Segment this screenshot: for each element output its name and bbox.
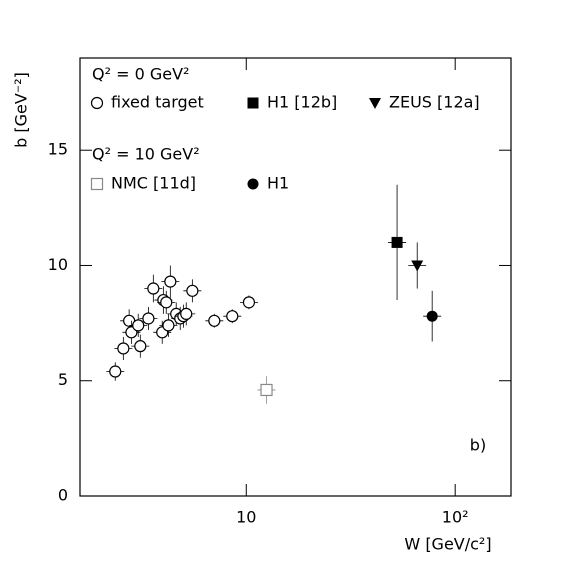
legend-title: Q² = 0 GeV² <box>92 65 189 84</box>
panel-label: b) <box>470 436 486 455</box>
legend-marker <box>247 97 259 109</box>
point <box>208 314 221 327</box>
legend-label: NMC [11d] <box>111 174 196 193</box>
y-axis-label: b [GeV⁻²] <box>12 72 31 148</box>
plot-frame <box>79 57 512 497</box>
legend-marker <box>90 96 104 110</box>
point <box>260 383 273 397</box>
point <box>226 310 239 323</box>
x-tick-label: 10² <box>442 508 469 527</box>
point <box>164 275 177 288</box>
point <box>147 282 160 295</box>
y-tick-label: 10 <box>48 255 68 274</box>
legend-label: H1 <box>267 174 289 193</box>
point <box>132 319 145 332</box>
point <box>109 365 122 378</box>
point <box>426 310 438 322</box>
legend-label: fixed target <box>111 93 204 112</box>
y-tick-label: 15 <box>48 140 68 159</box>
x-axis-label: W [GeV/c²] <box>404 535 491 554</box>
legend-marker <box>369 98 381 109</box>
y-tick-label: 0 <box>58 486 68 505</box>
y-tick-label: 5 <box>58 370 68 389</box>
legend-marker <box>90 177 104 191</box>
point <box>411 260 424 272</box>
legend-marker <box>247 178 259 190</box>
x-tick-label: 10 <box>236 508 256 527</box>
legend-label: ZEUS [12a] <box>389 93 480 112</box>
point <box>134 340 147 353</box>
legend-label: H1 [12b] <box>267 93 337 112</box>
point <box>162 319 175 332</box>
legend-title: Q² = 10 GeV² <box>92 145 200 164</box>
point <box>180 307 193 320</box>
point <box>142 312 155 325</box>
point <box>186 284 199 297</box>
point <box>160 296 173 309</box>
point <box>242 296 256 309</box>
point <box>391 236 403 248</box>
point <box>117 342 130 355</box>
